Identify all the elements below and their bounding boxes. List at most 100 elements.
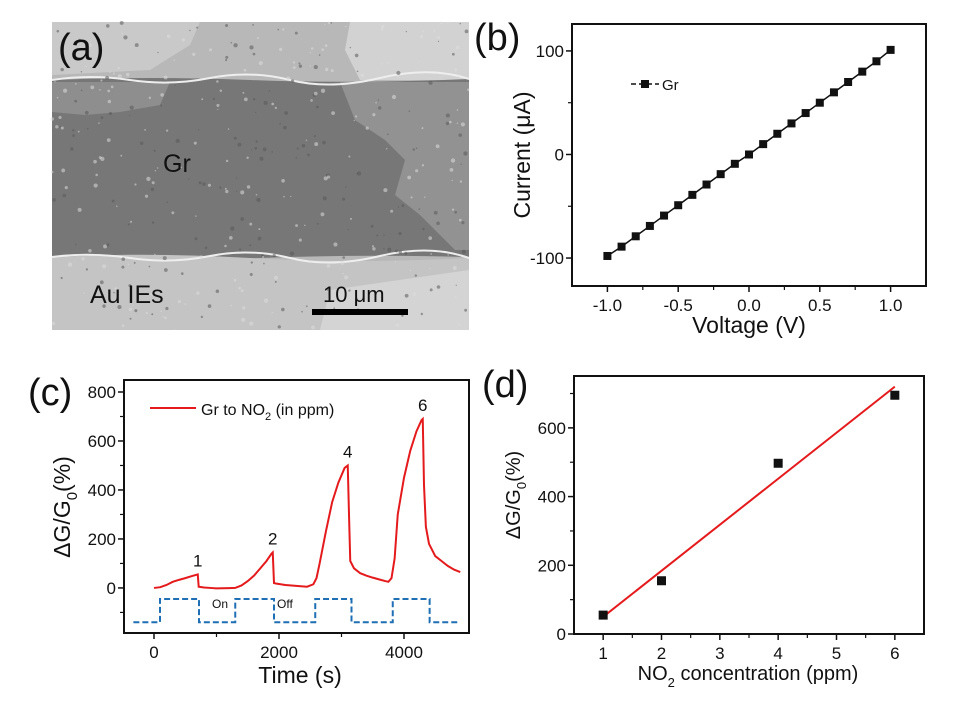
sem-particle: [156, 167, 159, 169]
sem-particle: [451, 208, 455, 211]
sem-particle: [436, 221, 440, 226]
sem-particle: [56, 96, 59, 99]
sem-particle: [347, 228, 349, 231]
sem-particle: [70, 147, 74, 151]
sem-particle: [121, 32, 124, 35]
sem-particle: [458, 323, 461, 326]
sem-particle: [316, 222, 319, 225]
sem-particle: [148, 265, 151, 268]
sem-particle: [249, 244, 252, 247]
sem-particle: [262, 255, 265, 259]
sem-particle: [342, 272, 344, 275]
sem-particle: [86, 127, 89, 130]
sem-particle: [397, 206, 400, 208]
sem-particle: [166, 201, 169, 204]
sem-particle: [127, 263, 130, 266]
sem-particle: [433, 29, 436, 33]
sem-particle: [84, 110, 89, 115]
sem-particle: [179, 166, 182, 169]
sem-particle: [255, 140, 258, 143]
iv-data-point: [660, 211, 669, 220]
x-axis-title: Time (s): [258, 662, 341, 688]
plot-frame: [573, 375, 925, 635]
sem-particle: [292, 66, 296, 70]
sem-particle: [440, 21, 443, 25]
sem-particle: [200, 315, 204, 319]
sem-particle: [128, 284, 132, 288]
sem-particle: [75, 243, 77, 246]
sem-particle: [313, 135, 316, 138]
iv-data-point: [886, 45, 895, 54]
iv-data-point: [631, 232, 640, 241]
sem-particle: [456, 109, 459, 111]
sem-particle: [390, 209, 394, 213]
sem-particle: [348, 289, 351, 292]
sem-particle: [370, 224, 374, 228]
sem-particle: [371, 245, 374, 248]
sem-particle: [98, 156, 102, 159]
sem-particle: [144, 194, 149, 198]
sem-particle: [209, 48, 212, 52]
sem-particle: [114, 287, 118, 290]
sem-particle: [236, 177, 238, 179]
sem-particle: [181, 38, 186, 42]
sem-particle: [386, 61, 389, 64]
sem-particle: [393, 299, 396, 301]
sem-particle: [422, 227, 425, 231]
data-point: [773, 458, 783, 468]
iv-data-point: [688, 190, 697, 199]
graphene-label: Gr: [163, 150, 191, 178]
sem-particle: [50, 117, 54, 121]
sem-particle: [255, 111, 257, 114]
sem-particle: [58, 115, 62, 120]
sem-particle: [112, 72, 115, 75]
sem-particle: [461, 221, 465, 225]
sem-particle: [196, 26, 199, 29]
sem-particle: [87, 43, 92, 47]
sem-particle: [241, 317, 246, 322]
sem-particle: [398, 231, 402, 236]
legend-label: Gr: [662, 77, 679, 94]
sem-particle: [272, 253, 276, 257]
y-tick-label: 400: [538, 488, 566, 507]
sem-particle: [429, 288, 433, 292]
sem-particle: [460, 122, 465, 127]
sem-particle: [419, 34, 424, 39]
sem-particle: [246, 185, 251, 189]
sem-particle: [60, 126, 64, 130]
sem-particle: [207, 183, 211, 187]
sem-particle: [263, 298, 269, 303]
sem-particle: [282, 28, 285, 31]
y-tick-label: 0: [557, 625, 566, 644]
sem-particle: [401, 204, 405, 207]
iv-data-point: [787, 119, 796, 128]
sem-particle: [106, 243, 110, 247]
y-tick-label: 0: [555, 145, 564, 164]
y-tick-label: 600: [538, 419, 566, 438]
sem-particle: [256, 197, 261, 203]
sem-particle: [116, 205, 118, 208]
x-tick-label: 3: [715, 644, 724, 663]
iv-data-point: [645, 221, 654, 230]
sem-particle: [151, 181, 155, 185]
sem-particle: [243, 68, 247, 72]
sem-particle: [271, 311, 273, 314]
sem-particle: [410, 196, 413, 199]
sem-particle: [162, 256, 167, 261]
sem-particle: [418, 61, 421, 63]
sem-particle: [160, 104, 163, 107]
sem-particle: [74, 99, 78, 103]
panel-label-a: (a): [58, 27, 104, 69]
sem-particle: [252, 97, 256, 101]
sem-particle: [160, 310, 163, 313]
sem-particle: [177, 300, 181, 304]
iv-data-point: [844, 77, 853, 86]
sem-particle: [277, 325, 281, 329]
sem-particle: [121, 265, 125, 269]
sem-particle: [236, 190, 238, 192]
sem-particle: [128, 307, 133, 312]
sem-particle: [449, 120, 452, 124]
sem-particle: [108, 111, 113, 116]
sem-particle: [397, 75, 400, 79]
